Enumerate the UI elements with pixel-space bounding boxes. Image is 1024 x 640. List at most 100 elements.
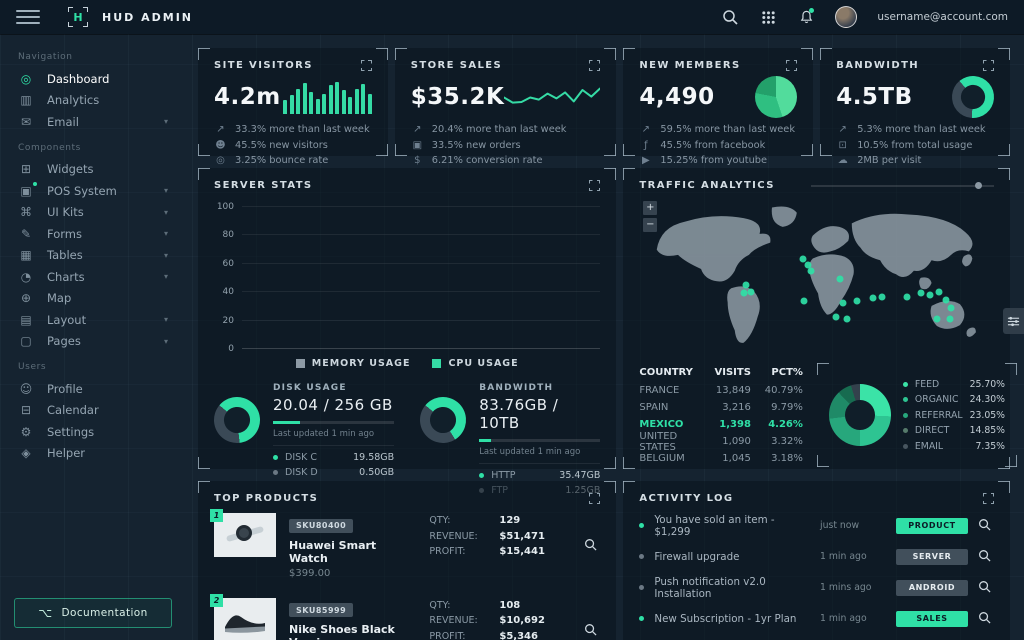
view-product-button[interactable] [584, 536, 600, 555]
map-marker [800, 297, 808, 305]
country-pct: 40.79% [764, 385, 803, 396]
notifications-bell-icon[interactable] [797, 8, 815, 26]
sidebar-item-pages[interactable]: ▢ Pages ▾ [0, 331, 186, 353]
expand-icon[interactable] [983, 60, 994, 71]
stat-card-value: $35.2K [410, 84, 505, 110]
sidebar-item-pos-system[interactable]: ▣ POS System ▾ [0, 180, 186, 202]
sidebar-item-map[interactable]: ⊕ Map [0, 288, 186, 310]
y-tick-label: 0 [228, 344, 234, 354]
map-zoom-slider[interactable] [810, 182, 994, 189]
chevron-down-icon: ▾ [163, 315, 168, 325]
stat-card-line-chart [503, 77, 602, 117]
sidebar-item-tables[interactable]: ▦ Tables ▾ [0, 245, 186, 267]
y-tick-label: 100 [216, 202, 234, 212]
map-zoom-in-button[interactable]: + [643, 201, 658, 215]
sidebar-item-charts[interactable]: ◔ Charts ▾ [0, 266, 186, 288]
profile-icon: ☺ [19, 381, 33, 396]
expand-icon[interactable] [589, 180, 601, 191]
chevron-down-icon: ▾ [163, 250, 168, 260]
sidebar-item-email[interactable]: ✉ Email ▾ [0, 111, 186, 133]
search-icon[interactable] [721, 8, 739, 26]
view-product-button[interactable] [584, 621, 600, 640]
product-profit: PROFIT: $15,441 [429, 544, 571, 560]
sidebar-item-layout[interactable]: ▤ Layout ▾ [0, 309, 186, 331]
expand-icon[interactable] [786, 60, 798, 71]
activity-time: 1 mins ago [820, 582, 872, 593]
sidebar-item-helper[interactable]: ◈ Helper [0, 443, 186, 465]
target-icon: ◎ [216, 155, 225, 167]
view-activity-button[interactable] [978, 580, 994, 596]
stat-label: PROFIT: [429, 630, 466, 640]
sparkline [503, 87, 602, 104]
menu-toggle-button[interactable] [16, 10, 40, 24]
source-label: FEED [914, 378, 940, 390]
activity-text: You have sold an item - $1,299 [654, 513, 775, 538]
activity-time: 1 min ago [820, 613, 867, 624]
expand-icon[interactable] [589, 60, 601, 71]
expand-icon[interactable] [589, 493, 601, 504]
expand-icon[interactable] [360, 60, 372, 71]
view-activity-button[interactable] [978, 549, 994, 565]
avatar[interactable] [835, 6, 858, 28]
y-tick-label: 20 [222, 315, 234, 326]
magnifier-icon [979, 611, 991, 624]
activity-row-server: Firewall upgrade 1 min ago SERVER [639, 541, 994, 572]
activity-time: 1 min ago [820, 551, 867, 562]
source-pct: 7.35% [975, 440, 1006, 452]
expand-icon[interactable] [983, 493, 994, 504]
activity-text: New Subscription - 1yr Plan [654, 612, 797, 625]
youtube-icon: ▶ [642, 155, 650, 167]
magnifier-icon [585, 539, 597, 551]
map-icon: ⊕ [20, 291, 32, 306]
country-visits: 1,398 [719, 419, 751, 430]
sidebar-item-widgets[interactable]: ⊞ Widgets [0, 159, 186, 181]
usage-row-value: 35.47GB [559, 470, 601, 481]
stat-value: $10,692 [499, 615, 545, 627]
slider-knob[interactable] [975, 182, 982, 189]
magnifier-icon [979, 518, 991, 531]
stat-line: ƒ 45.5% from facebook [639, 138, 797, 154]
panel-settings-button[interactable] [1003, 308, 1024, 334]
map-marker [742, 281, 750, 289]
country-visits: 3,216 [722, 402, 751, 413]
apps-grid-icon[interactable] [759, 8, 777, 26]
gridline [242, 234, 601, 236]
view-activity-button[interactable] [978, 611, 994, 627]
map-zoom-out-button[interactable]: − [643, 218, 658, 232]
activity-row-enquiry: 2 Unread enquiry2 mins agoENQUIRY [639, 634, 994, 640]
stat-card-value: 4.5TB [836, 84, 913, 110]
stat-label: PROFIT: [429, 546, 466, 558]
sidebar-item-label: Analytics [47, 93, 100, 108]
map-marker [926, 291, 934, 299]
activity-dot [639, 523, 645, 528]
sidebar-item-analytics[interactable]: ▥ Analytics [0, 90, 186, 112]
sidebar-item-forms[interactable]: ✎ Forms ▾ [0, 223, 186, 245]
traffic-sources-donut [828, 384, 891, 446]
documentation-button[interactable]: ⌥ Documentation [14, 598, 172, 628]
sidebar-item-ui-kits[interactable]: ⌘ UI Kits ▾ [0, 202, 186, 224]
widgets-icon: ⊞ [20, 162, 32, 177]
sidebar-item-calendar[interactable]: ⊟ Calendar [0, 400, 186, 422]
account-email[interactable]: username@account.com [877, 11, 1008, 23]
rank-badge: 1 [210, 509, 223, 522]
map-marker [747, 288, 755, 296]
source-dot [902, 428, 908, 433]
map-marker [935, 288, 943, 296]
product-image: 2 [210, 593, 276, 640]
country-name: MEXICO [639, 419, 684, 430]
logo-letter: H [73, 10, 83, 24]
product-name: Huawei Smart Watch [289, 538, 377, 565]
gridline [242, 206, 601, 207]
country-visits-table: COUNTRY VISITS PCT% FRANCE 13,849 40.79% SPAIN… [639, 363, 803, 467]
map-marker [903, 293, 911, 301]
sidebar-item-label: Helper [47, 446, 86, 461]
stat-line: ↗ 59.5% more than last week [639, 122, 797, 138]
stat-line-text: 10.5% from total usage [857, 139, 973, 151]
stat-card-pie-chart [755, 76, 798, 118]
view-activity-button[interactable] [978, 518, 994, 534]
sidebar-item-settings[interactable]: ⚙ Settings [0, 421, 186, 443]
map-marker [832, 313, 840, 321]
sidebar-item-profile[interactable]: ☺ Profile [0, 378, 186, 400]
sidebar-item-dashboard[interactable]: ◎ Dashboard [0, 68, 186, 90]
